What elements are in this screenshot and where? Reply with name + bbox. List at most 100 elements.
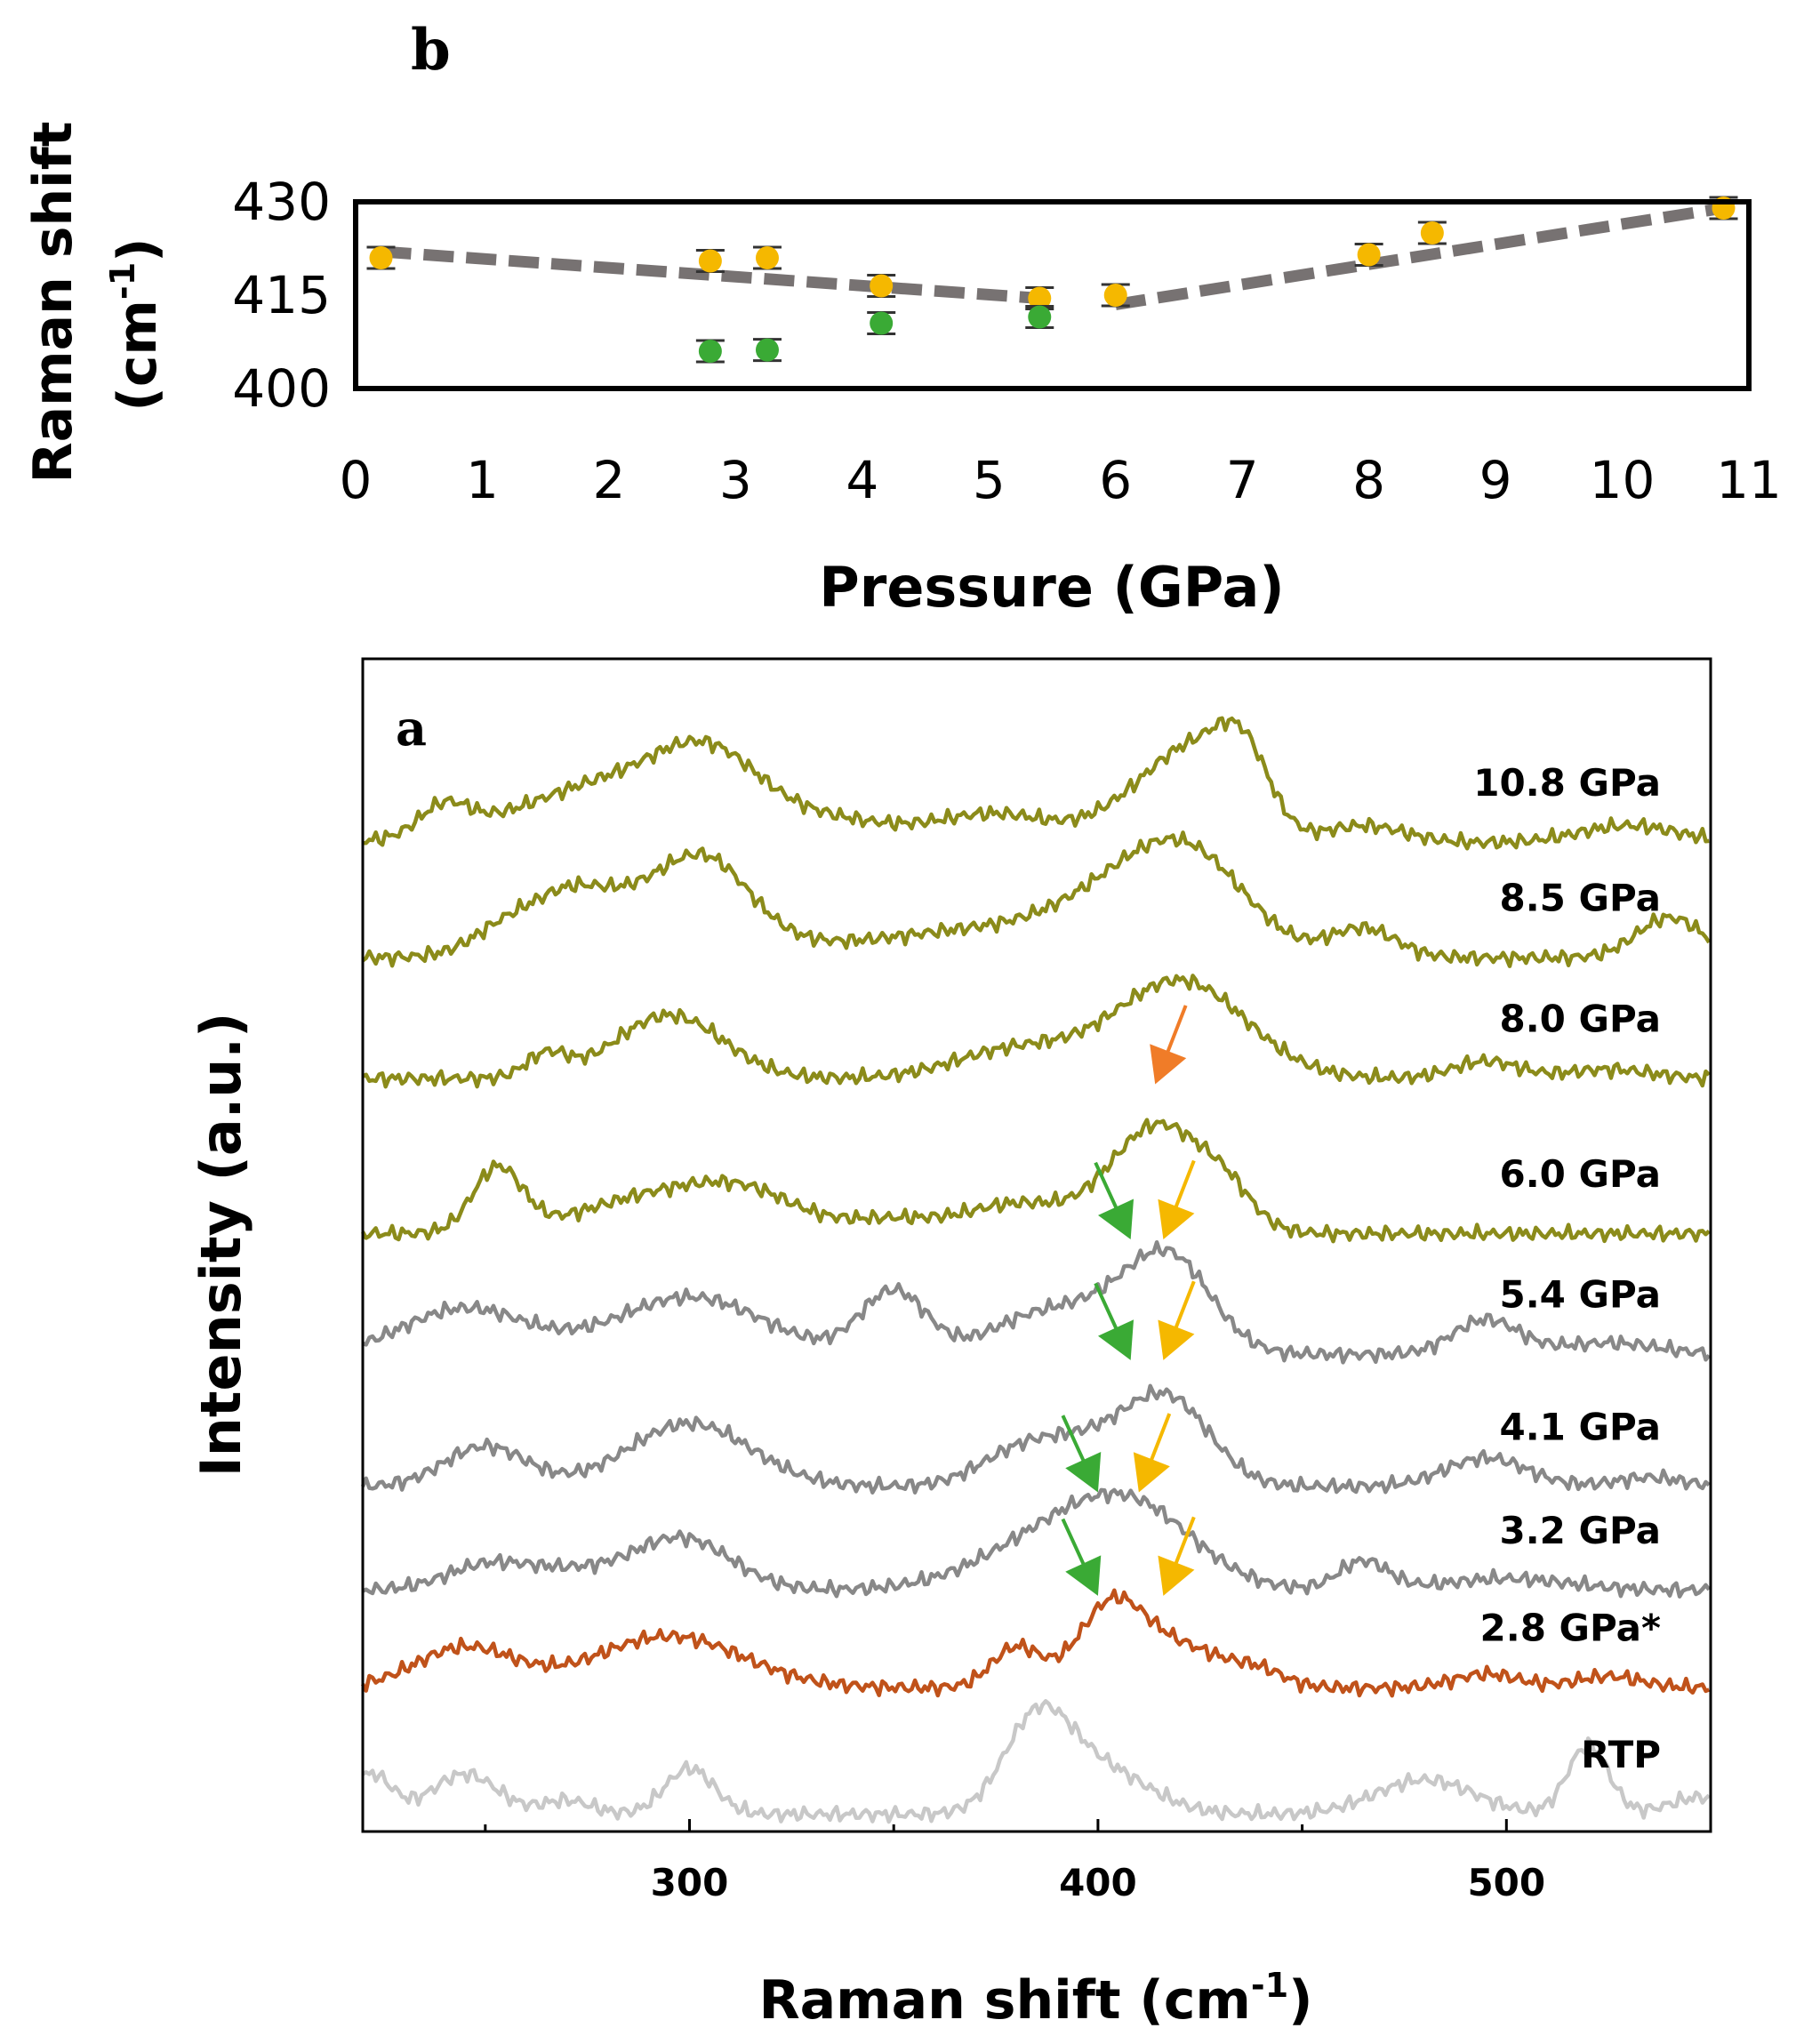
- series-label: RTP: [1581, 1733, 1661, 1776]
- panel-a-frame: [361, 657, 1712, 1833]
- peak-arrow: [1158, 1280, 1196, 1360]
- spectrum-line: [362, 716, 1710, 851]
- series-label: 4.1 GPa: [1500, 1405, 1662, 1448]
- peak-arrow: [1061, 1518, 1102, 1596]
- arrow-shaft: [1174, 1280, 1196, 1330]
- x-tick-label: 9: [1479, 450, 1512, 510]
- arrow-head: [1098, 1198, 1135, 1240]
- peak-arrow: [1094, 1282, 1135, 1360]
- data-marker: [698, 249, 722, 273]
- arrow-head: [1133, 1452, 1170, 1493]
- panel-b-x-axis-label: Pressure (GPa): [819, 555, 1284, 620]
- x-tick-label: 10: [1590, 450, 1656, 510]
- spectrum-line: [360, 1383, 1711, 1495]
- x-tick-label: 300: [651, 1861, 729, 1904]
- green-mode-point: [752, 338, 782, 363]
- y-tick-label: 415: [232, 265, 331, 325]
- x-tick-label: 8: [1352, 450, 1385, 510]
- panel-b-trend-lines: [381, 202, 1725, 310]
- series-label: 5.4 GPa: [1500, 1273, 1662, 1317]
- x-tick-label: 2: [592, 450, 625, 510]
- panel-a-x-axis-label: Raman shift (cm-1): [758, 1966, 1312, 2032]
- panel-b-y-axis-label: Raman shift (cm-1): [22, 121, 169, 483]
- y-tick-label: 400: [232, 358, 331, 419]
- panel-a-spectra: [360, 716, 1712, 1824]
- panel-a-label: a: [396, 700, 427, 757]
- data-marker: [870, 311, 894, 335]
- data-marker: [1103, 284, 1127, 307]
- peak-arrow: [1150, 1005, 1188, 1085]
- green-mode-point: [695, 339, 725, 364]
- spectrum-line: [361, 974, 1711, 1089]
- data-marker: [369, 246, 393, 269]
- spectrum-line: [362, 1487, 1712, 1599]
- data-marker: [1420, 221, 1444, 244]
- x-tick-label: 0: [340, 450, 373, 510]
- data-marker: [755, 246, 779, 269]
- yellow-mode-point: [1101, 283, 1130, 308]
- panel-a-x-ticks: 300 400 500: [484, 1819, 1712, 1904]
- trend-line: [1114, 202, 1725, 310]
- spectrum-line: [361, 830, 1712, 968]
- arrow-head: [1158, 1198, 1195, 1240]
- series-label: 10.8 GPa: [1473, 761, 1661, 805]
- arrow-shaft: [1166, 1005, 1188, 1054]
- arrow-head: [1158, 1555, 1195, 1596]
- green-mode-point: [867, 311, 896, 335]
- trend-line: [381, 245, 1040, 304]
- x-tick-label: 6: [1099, 450, 1132, 510]
- y-axis-label-line2: (cm-1): [103, 237, 169, 411]
- yellow-mode-point: [695, 249, 725, 273]
- panel-a-series-labels: 10.8 GPa 8.5 GPa 8.0 GPa 6.0 GPa 5.4 GPa 4.1 …: [1473, 761, 1661, 1776]
- series-label: 2.8 GPa*: [1480, 1607, 1661, 1650]
- data-marker: [755, 338, 779, 362]
- arrow-shaft: [1149, 1413, 1172, 1462]
- arrow-shaft: [1094, 1161, 1118, 1210]
- spectrum-line: [361, 1699, 1711, 1824]
- spectrum-line: [360, 1588, 1710, 1698]
- y-tick-label: 430: [232, 172, 331, 232]
- arrow-head: [1065, 1555, 1102, 1596]
- peak-arrow: [1061, 1415, 1102, 1493]
- panel-b-frame: [353, 199, 1752, 391]
- yellow-mode-point: [1417, 220, 1447, 245]
- peak-arrow: [1158, 1159, 1196, 1240]
- panel-b-x-tick-labels: 0 1 2 3 4 5 6 7 8 9 10 11: [340, 450, 1782, 510]
- arrow-head: [1098, 1319, 1135, 1360]
- yellow-mode-point: [867, 274, 896, 298]
- spectrum-line: [362, 1239, 1711, 1365]
- arrow-head: [1150, 1044, 1187, 1085]
- yellow-mode-point: [366, 245, 396, 270]
- series-label: 8.0 GPa: [1500, 997, 1662, 1040]
- spectrum-line: [361, 1118, 1711, 1244]
- data-marker: [698, 340, 722, 363]
- x-tick-label: 5: [973, 450, 1006, 510]
- arrow-shaft: [1061, 1415, 1086, 1463]
- x-tick-label: 4: [846, 450, 878, 510]
- x-tick-label: 3: [719, 450, 752, 510]
- series-label: 3.2 GPa: [1500, 1509, 1662, 1552]
- yellow-mode-point: [1354, 243, 1383, 267]
- arrow-shaft: [1094, 1282, 1118, 1331]
- panel-b-data-points: [366, 196, 1738, 364]
- x-tick-label: 400: [1059, 1861, 1137, 1904]
- x-tick-label: 1: [466, 450, 499, 510]
- arrow-head: [1158, 1319, 1195, 1360]
- panel-b-y-tick-labels: 400 415 430: [232, 172, 331, 419]
- series-label: 6.0 GPa: [1500, 1152, 1662, 1196]
- green-mode-point: [1025, 305, 1054, 329]
- series-label: 8.5 GPa: [1500, 877, 1662, 920]
- panel-a-y-axis-label: Intensity (a.u.): [188, 1013, 253, 1478]
- x-tick-label: 11: [1716, 450, 1782, 510]
- data-marker: [870, 274, 894, 298]
- arrow-head: [1065, 1451, 1102, 1493]
- arrow-shaft: [1174, 1516, 1196, 1566]
- arrow-shaft: [1174, 1159, 1196, 1209]
- panel-a-arrows: [1061, 1005, 1196, 1596]
- data-marker: [1028, 286, 1052, 310]
- x-tick-label: 500: [1467, 1861, 1545, 1904]
- arrow-shaft: [1061, 1518, 1086, 1567]
- panel-b-label: b: [411, 17, 451, 84]
- peak-arrow: [1094, 1161, 1135, 1240]
